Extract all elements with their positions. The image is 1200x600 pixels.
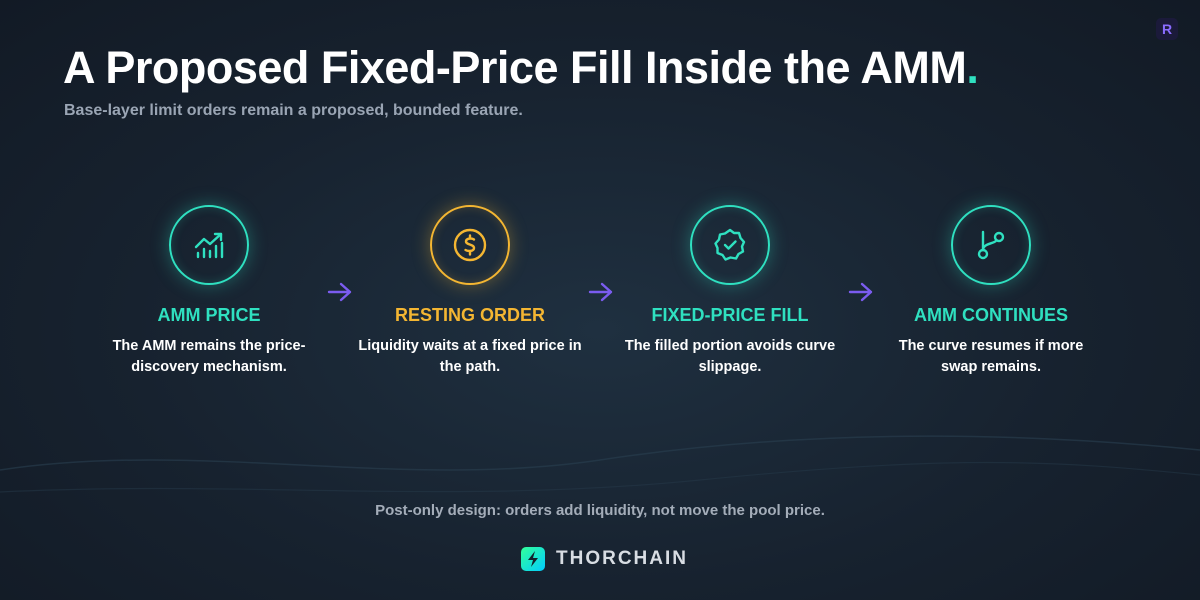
title-text: A Proposed Fixed-Price Fill Inside the A… <box>63 42 967 93</box>
corner-badge: R <box>1156 18 1178 40</box>
arrow <box>327 282 352 302</box>
title: A Proposed Fixed-Price Fill Inside the A… <box>63 42 979 94</box>
step-description: The curve resumes if more swap remains. <box>898 338 1084 375</box>
step-icon <box>951 205 1031 285</box>
step-icon <box>430 205 510 285</box>
step-description: The AMM remains the price-discovery mech… <box>112 338 306 375</box>
title-mark: . <box>966 42 979 93</box>
step-label: AMM PRICE <box>157 305 261 325</box>
step: RESTING ORDER Liquidity waits at a fixed… <box>350 205 590 378</box>
step-label: FIXED-PRICE FILL <box>651 305 809 325</box>
subtitle: Base-layer limit orders remain a propose… <box>64 102 523 119</box>
brand-name: THORCHAIN <box>556 548 688 569</box>
step: AMM CONTINUES The curve resumes if more … <box>871 205 1111 378</box>
brand: THORCHAIN <box>521 547 688 571</box>
step-description: The filled portion avoids curve slippage… <box>624 338 836 375</box>
arrow <box>588 282 613 302</box>
arrow <box>848 282 873 302</box>
step-label: AMM CONTINUES <box>914 305 1068 325</box>
background-waves <box>0 435 1200 493</box>
footer-note: Post-only design: orders add liquidity, … <box>375 502 825 519</box>
step: AMM PRICE The AMM remains the price-disc… <box>89 205 329 378</box>
step-icon <box>690 205 770 285</box>
step-icon <box>169 205 249 285</box>
step-label: RESTING ORDER <box>394 305 545 325</box>
step: FIXED-PRICE FILL The filled portion avoi… <box>610 205 850 378</box>
brand-logo <box>521 547 545 571</box>
step-description: Liquidity waits at a fixed price in the … <box>358 338 582 375</box>
